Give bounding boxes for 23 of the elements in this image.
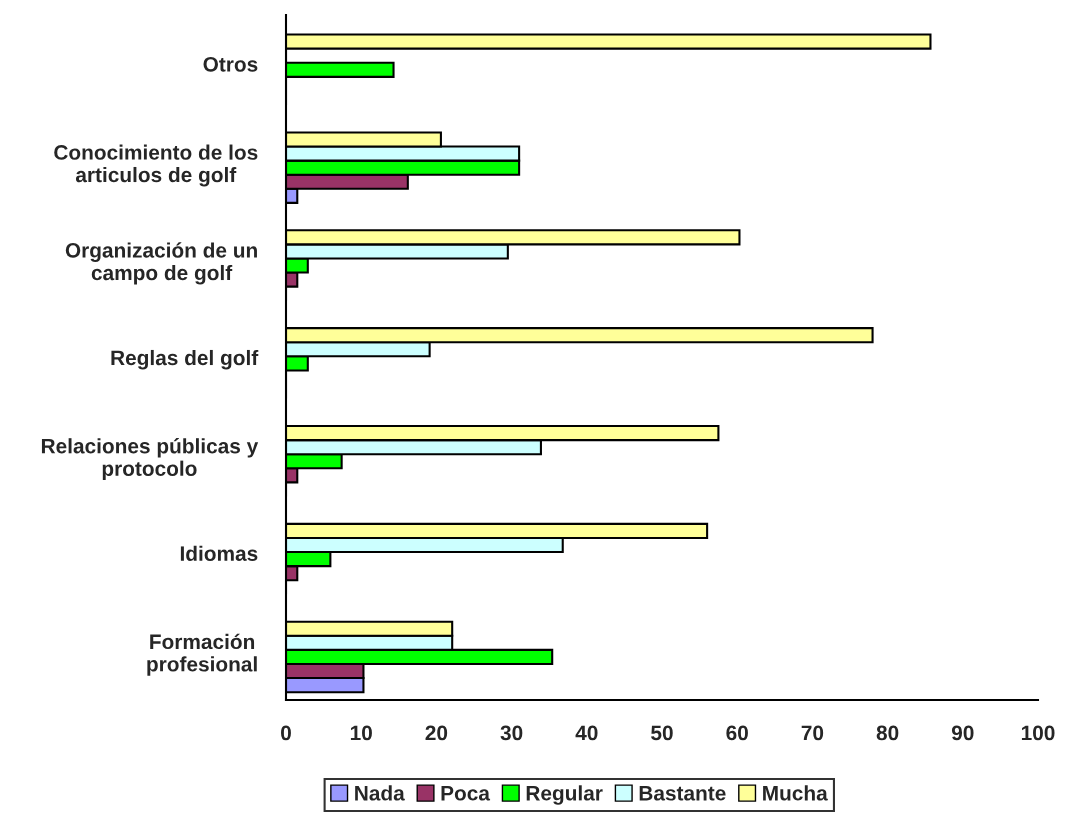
x-tick-label: 30 — [500, 725, 523, 741]
x-tick-label: 40 — [575, 725, 598, 741]
legend-label: Poca — [441, 786, 491, 801]
y-tick-label: Reglas del golf — [111, 349, 259, 370]
y-tick-label: Otros — [203, 56, 258, 72]
y-tick-label: Idiomas — [180, 545, 258, 561]
x-tick-label: 100 — [1021, 725, 1055, 741]
x-tick-label: 60 — [726, 725, 748, 741]
legend-label: Mucha — [763, 785, 828, 801]
legend-label: Nada — [355, 785, 405, 801]
y-tick-label: Relaciones públicas y protocolo — [41, 438, 259, 481]
x-tick-label: 50 — [651, 725, 673, 741]
y-tick-label: Organización de un campo de golf — [65, 242, 257, 285]
x-tick-label: 10 — [350, 725, 372, 741]
x-tick-label: 70 — [801, 725, 824, 741]
legend-label: Bastante — [639, 786, 726, 801]
x-tick-label: 90 — [951, 725, 974, 741]
x-tick-label: 80 — [876, 725, 899, 741]
y-tick-label: Formación profesional — [147, 633, 257, 676]
y-tick-label: Conocimiento de los articulos de golf — [54, 144, 258, 187]
legend-label: Regular — [526, 785, 603, 805]
x-tick-label: 0 — [281, 725, 291, 741]
x-tick-label: 20 — [425, 725, 448, 741]
